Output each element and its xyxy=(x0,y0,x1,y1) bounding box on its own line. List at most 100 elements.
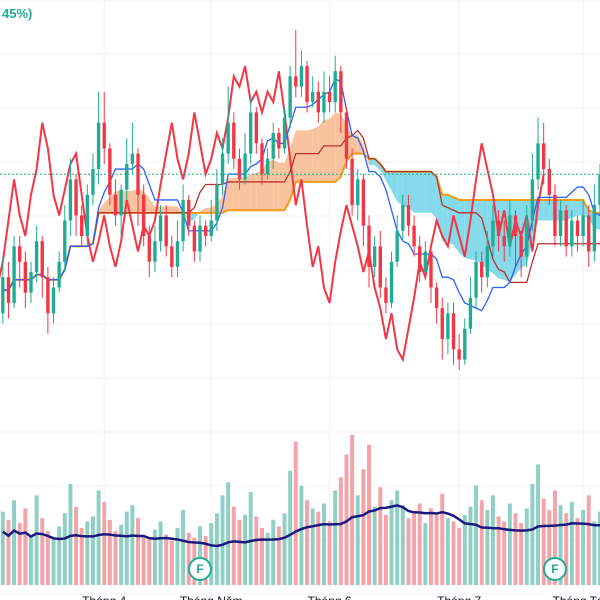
marker-letter: F xyxy=(551,562,558,576)
volume-bar xyxy=(575,518,580,585)
candle-body xyxy=(333,71,337,103)
candle-body xyxy=(136,153,140,195)
candle-body xyxy=(463,328,467,360)
candle-body xyxy=(68,179,73,221)
candle-body xyxy=(57,261,61,288)
volume-bar xyxy=(474,485,479,585)
volume-bar xyxy=(107,519,112,585)
cloud-segment xyxy=(402,171,409,208)
candle-body xyxy=(46,277,50,314)
volume-bar xyxy=(282,513,287,585)
volume-bar xyxy=(96,490,101,585)
cloud-segment xyxy=(380,163,386,181)
candle-body xyxy=(446,313,450,339)
cloud-segment xyxy=(369,158,375,166)
volume-bar xyxy=(586,495,591,585)
cloud-segment xyxy=(425,171,431,213)
candle-body xyxy=(553,194,557,236)
cloud-segment xyxy=(290,130,296,200)
volume-bar xyxy=(406,518,411,585)
cloud-segment xyxy=(363,144,370,166)
candle-body xyxy=(271,133,275,159)
volume-bar xyxy=(592,521,597,585)
candle-body xyxy=(147,236,151,262)
volume-bar xyxy=(17,523,22,585)
candle-body xyxy=(6,277,11,303)
candle-body xyxy=(96,122,101,170)
volume-bar xyxy=(361,469,366,585)
candle-body xyxy=(181,199,185,242)
volume-bar xyxy=(152,529,157,585)
volume-bar xyxy=(321,503,326,585)
cloud-segment xyxy=(329,112,336,182)
volume-ma-line xyxy=(2,504,600,548)
candle-body xyxy=(485,246,490,278)
volume-bar xyxy=(288,470,293,585)
x-tick-label: Tháng Năm xyxy=(180,594,243,600)
candle-body xyxy=(541,143,546,170)
volume-bar xyxy=(327,521,332,585)
volume-bar xyxy=(119,524,124,585)
candle-body xyxy=(80,215,84,236)
earnings-marker[interactable]: F xyxy=(542,557,567,581)
candle-body xyxy=(294,76,298,87)
volume-bar xyxy=(333,490,338,585)
candle-body xyxy=(587,215,591,252)
volume-bar xyxy=(502,521,507,585)
candle-body xyxy=(153,241,157,262)
candle-body xyxy=(74,179,78,216)
candle-body xyxy=(18,246,22,262)
cloud-segment xyxy=(318,120,324,182)
candle-body xyxy=(423,251,428,273)
candle-body xyxy=(85,194,90,236)
volume-bar xyxy=(519,523,524,585)
candle-body xyxy=(491,220,495,247)
volume-bar xyxy=(136,518,140,585)
cloud-segment xyxy=(385,171,392,191)
volume-bar xyxy=(485,510,490,585)
candle-body xyxy=(316,91,320,113)
candle-body xyxy=(508,215,512,247)
candlesticks xyxy=(1,30,600,370)
volume-bar xyxy=(45,531,50,585)
candle-body xyxy=(63,220,67,262)
volume-bar xyxy=(423,523,428,585)
candle-body xyxy=(170,246,174,267)
earnings-marker[interactable]: F xyxy=(188,557,212,581)
volume-bar xyxy=(479,500,484,585)
candle-body xyxy=(468,297,473,329)
volume-bar xyxy=(305,500,310,585)
candle-body xyxy=(164,215,168,247)
volume-bar xyxy=(434,513,439,585)
cloud-segment xyxy=(442,194,448,243)
candle-body xyxy=(575,220,580,236)
candle-body xyxy=(12,246,16,303)
candle-body xyxy=(547,169,551,195)
volume-bar xyxy=(226,482,231,585)
volume-bar xyxy=(34,495,39,585)
cloud-segment xyxy=(543,199,550,221)
volume-bar xyxy=(490,495,495,585)
cloud-segment xyxy=(250,172,257,211)
marker-letter: F xyxy=(196,562,203,576)
candle-body xyxy=(102,122,106,149)
candle-body xyxy=(570,220,574,247)
cloud-segment xyxy=(278,162,285,211)
candle-body xyxy=(34,241,39,273)
candle-body xyxy=(339,71,343,113)
candle-body xyxy=(209,220,213,236)
volume-bar xyxy=(62,513,67,585)
volume-bar xyxy=(6,519,11,585)
candle-body xyxy=(395,230,399,262)
cloud-segment xyxy=(233,178,240,211)
candle-body xyxy=(322,91,326,113)
candle-body xyxy=(598,174,600,206)
candle-body xyxy=(23,261,28,293)
candle-body xyxy=(187,199,191,226)
volume-bar xyxy=(260,527,264,585)
candle-body xyxy=(243,153,247,180)
candle-body xyxy=(384,287,388,303)
candle-body xyxy=(440,308,444,339)
